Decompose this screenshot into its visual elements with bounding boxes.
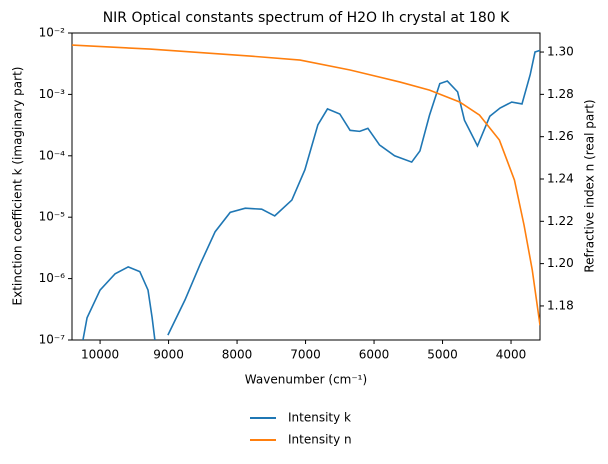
y-axis-label: Extinction coefficient k (imaginary part…: [11, 67, 25, 306]
x-tick-label: 6000: [359, 348, 390, 362]
x-tick-label: 7000: [290, 348, 321, 362]
y2-tick-label: 1.28: [547, 87, 574, 101]
x-tick-label: 9000: [153, 348, 184, 362]
y2-tick-label: 1.26: [547, 129, 574, 143]
y-tick-label: 10⁻⁴: [39, 148, 66, 162]
y-tick-label: 10⁻⁵: [39, 210, 66, 224]
chart-title: NIR Optical constants spectrum of H2O Ih…: [103, 10, 510, 26]
y-tick-label: 10⁻²: [39, 26, 66, 40]
x-tick-label: 10000: [81, 348, 119, 362]
y2-axis-label: Refractive index n (real part): [583, 99, 597, 272]
x-tick-label: 4000: [496, 348, 527, 362]
data-line: [82, 49, 540, 340]
x-tick-label: 5000: [427, 348, 458, 362]
x-axis-label: Wavenumber (cm⁻¹): [245, 373, 367, 387]
y2-tick-label: 1.24: [547, 171, 574, 185]
data-line: [72, 44, 540, 326]
y2-tick-label: 1.30: [547, 45, 574, 59]
y2-tick-label: 1.20: [547, 256, 574, 270]
legend-label: Intensity n: [288, 433, 352, 447]
x-tick-label: 8000: [222, 348, 253, 362]
y-tick-label: 10⁻³: [39, 87, 66, 101]
y-tick-label: 10⁻⁶: [39, 271, 66, 285]
y2-tick-label: 1.22: [547, 214, 574, 228]
legend-label: Intensity k: [288, 411, 351, 425]
y2-tick-label: 1.18: [547, 298, 574, 312]
y-tick-label: 10⁻⁷: [39, 333, 66, 347]
plot-frame: [71, 32, 541, 341]
